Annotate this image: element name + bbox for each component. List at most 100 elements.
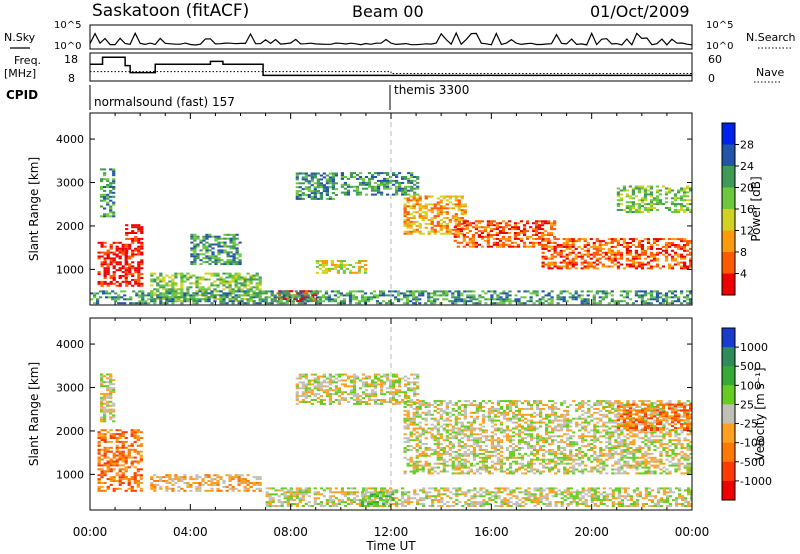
colorbar-swatch — [722, 423, 735, 444]
range-tick-label: 1000 — [56, 468, 84, 481]
colorbar-tick-label: 16 — [740, 203, 754, 216]
nave-trace — [90, 71, 692, 75]
time-tick-label: 04:00 — [173, 525, 208, 539]
colorbar-swatch — [722, 461, 735, 482]
power-region-0 — [97, 241, 128, 287]
power-region-12 — [616, 185, 692, 213]
power-region-11 — [541, 238, 692, 270]
power-heatmap — [90, 168, 692, 305]
power-region-2 — [100, 168, 116, 218]
velocity-colorbar-label: Velocity [m s⁻¹] — [753, 367, 767, 460]
nsky-label: N.Sky — [4, 31, 36, 44]
colorbar-tick-label: 100 — [740, 379, 761, 392]
power-colorbar-label: Power [dB] — [749, 176, 763, 241]
power-region-7 — [315, 260, 368, 274]
colorbar-swatch — [722, 144, 735, 167]
noise-sky-trace — [89, 31, 693, 46]
colorbar-tick-label: 25 — [740, 398, 754, 411]
power-region-1 — [125, 224, 144, 287]
range-tick-label: 1000 — [56, 263, 84, 276]
colorbar-swatch — [722, 328, 735, 348]
freq-trace — [90, 56, 692, 77]
time-tick-label: 20:00 — [574, 525, 609, 539]
velocity-heatmap — [97, 373, 692, 507]
freq-label: Freq. — [14, 54, 41, 67]
colorbar-swatch — [722, 209, 735, 231]
nave-label: Nave — [756, 66, 784, 79]
velocity-region-0 — [97, 429, 143, 492]
time-axis-title: Time UT — [365, 539, 416, 553]
freq-panel: Freq. [MHz] 18 8 60 0 Nave — [4, 52, 784, 85]
colorbar-tick-label: -100 — [740, 437, 765, 450]
date-label: 01/Oct/2009 — [590, 2, 690, 21]
time-axis-labels: 00:00 04:00 08:00 12:00 16:00 20:00 00:00 — [73, 525, 710, 539]
colorbar-swatch — [722, 347, 735, 367]
velocity-ylabel: Slant Range [km] — [27, 362, 41, 466]
colorbar-tick-label: 20 — [740, 182, 754, 195]
range-tick-label: 4000 — [56, 133, 84, 146]
range-tick-label: 2000 — [56, 220, 84, 233]
colorbar-frame — [721, 327, 736, 501]
time-tick-label: 16:00 — [474, 525, 509, 539]
colorbar-tick-label: 24 — [740, 160, 754, 173]
velocity-region-4 — [360, 491, 395, 507]
velocity-colorbar: 1000 500 100 25 -25 -100 -500 -1000 — [721, 327, 772, 501]
nave-tick-bottom: 0 — [708, 72, 715, 85]
power-colorbar: 4 8 12 16 20 24 28 — [721, 122, 754, 296]
time-tick-label: 08:00 — [273, 525, 308, 539]
freq-unit-label: [MHz] — [4, 67, 36, 80]
range-tick-label: 3000 — [56, 177, 84, 190]
velocity-region-3 — [265, 487, 692, 507]
cpid-label: CPID — [6, 88, 38, 102]
power-region-10 — [453, 220, 557, 248]
colorbar-swatch — [722, 366, 735, 386]
colorbar-tick-label: 12 — [740, 225, 754, 238]
velocity-time-ticks — [89, 318, 693, 510]
colorbar-tick-label: 4 — [740, 268, 747, 281]
noise-tick-bottom-left: 10^0 — [54, 41, 81, 52]
range-tick-label: 4000 — [56, 338, 84, 351]
noise-tick-top-left: 10^5 — [54, 20, 81, 31]
range-tick-label: 3000 — [56, 382, 84, 395]
time-tick-label: 00:00 — [73, 525, 108, 539]
colorbar-swatch — [722, 166, 735, 188]
power-time-ticks — [89, 113, 693, 305]
power-region-8 — [340, 172, 420, 196]
time-tick-label: 12:00 — [374, 525, 409, 539]
range-tick-label: 2000 — [56, 425, 84, 438]
beam-label: Beam 00 — [352, 2, 424, 21]
colorbar-tick-label: -1000 — [740, 475, 772, 488]
colorbar-swatch — [722, 404, 735, 424]
velocity-region-5 — [295, 373, 420, 405]
power-region-13 — [90, 290, 692, 305]
colorbar-swatch — [722, 385, 735, 405]
nsearch-label: N.Search — [746, 31, 796, 44]
colorbar-swatch — [722, 123, 735, 145]
velocity-region-1 — [100, 373, 116, 423]
velocity-range-ticks: 1000 2000 3000 4000 — [56, 338, 692, 481]
noise-tick-top-right: 10^5 — [706, 20, 733, 31]
velocity-region-7 — [616, 403, 692, 431]
colorbar-swatch — [722, 252, 735, 274]
velocity-region-2 — [150, 474, 262, 492]
colorbar-swatch — [722, 480, 735, 501]
colorbar-tick-label: 8 — [740, 246, 747, 259]
power-region-9 — [403, 195, 467, 235]
colorbar-swatch — [722, 273, 735, 296]
colorbar-tick-label: -25 — [740, 418, 758, 431]
colorbar-tick-label: 28 — [740, 139, 754, 152]
noise-tick-bottom-right: 10^0 — [706, 41, 733, 52]
colorbar-tick-label: -500 — [740, 456, 765, 469]
cpid-segment-2: themis 3300 — [394, 83, 469, 97]
colorbar-swatch — [722, 230, 735, 253]
freq-tick-top: 18 — [64, 53, 78, 66]
cpid-segment-1: normalsound (fast) 157 — [94, 95, 235, 109]
power-region-4 — [190, 233, 242, 266]
station-title: Saskatoon (fitACF) — [92, 1, 249, 21]
noise-panel: N.Sky 10^5 10^0 10^5 10^0 N.Search — [4, 20, 796, 52]
power-range-ticks: 1000 2000 3000 4000 — [56, 133, 692, 276]
colorbar-swatch — [722, 187, 735, 210]
colorbar-tick-label: 500 — [740, 360, 761, 373]
nave-tick-top: 60 — [708, 53, 722, 66]
